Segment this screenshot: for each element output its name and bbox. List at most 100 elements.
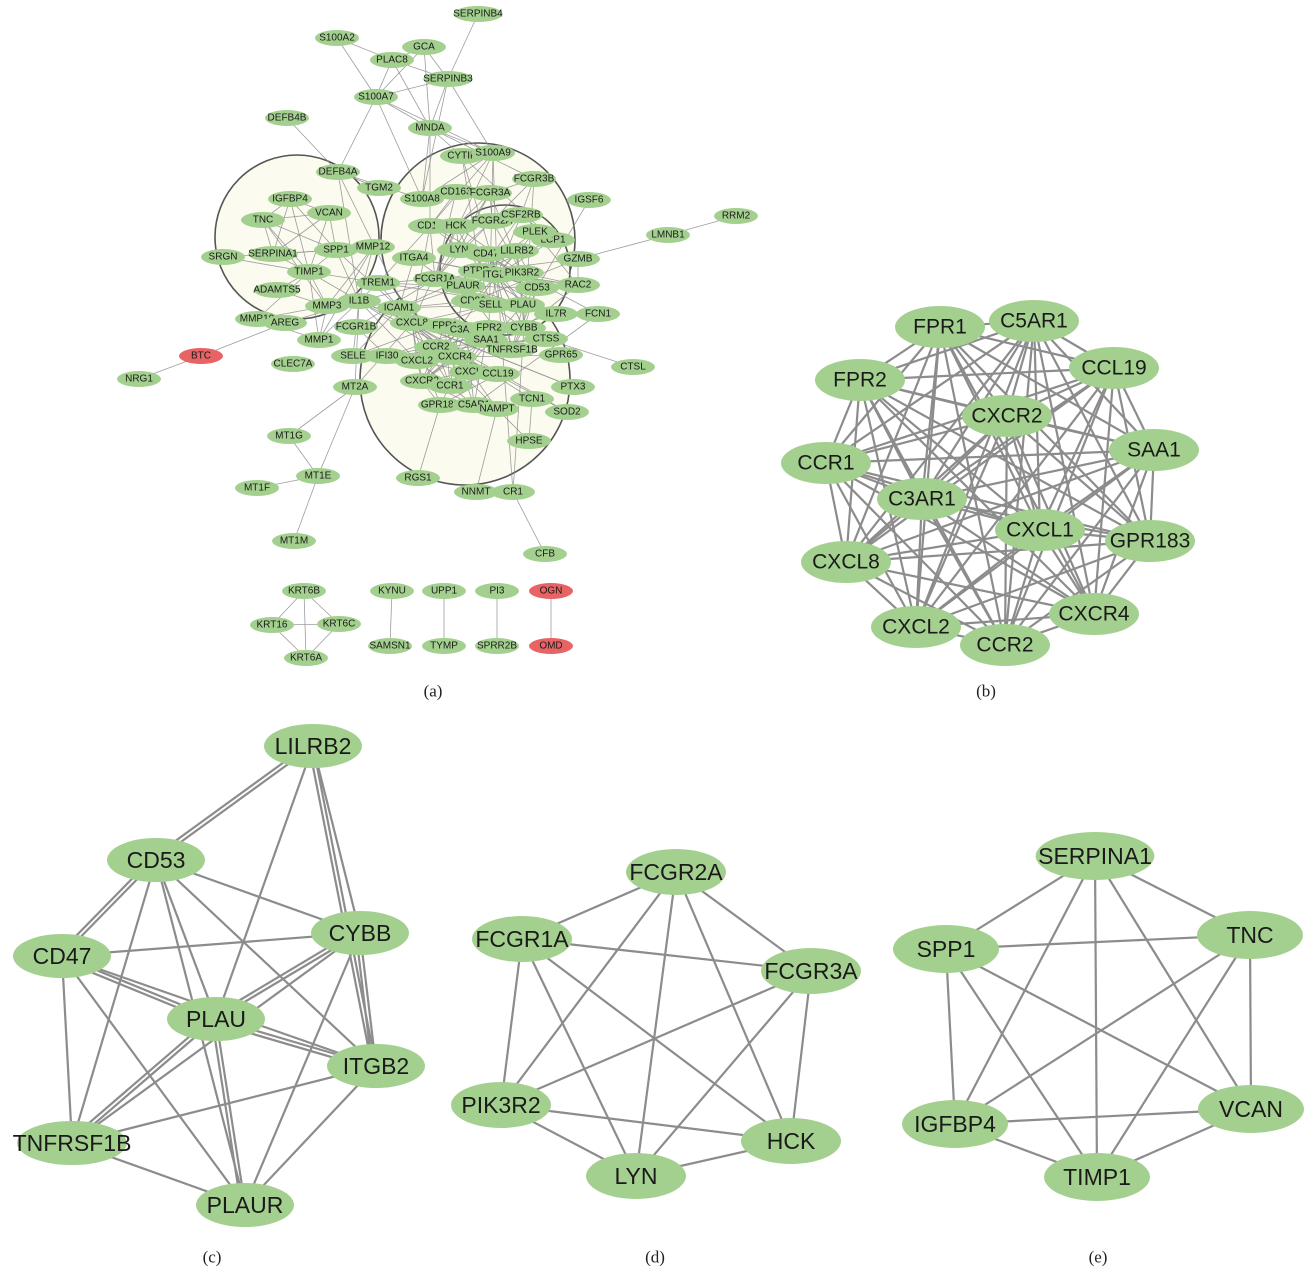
edge-fcgr2a-lyn xyxy=(634,871,678,1177)
edge-tnc-igfbp4 xyxy=(954,934,1251,1125)
node-label-krt6b: KRT6B xyxy=(288,586,320,597)
node-timp1: TIMP1 xyxy=(1044,1153,1150,1201)
node-label-pi3: PI3 xyxy=(489,586,504,597)
node-plac8: PLAC8 xyxy=(370,52,414,68)
node-label-hpse: HPSE xyxy=(515,436,543,447)
node-label-cybb: CYBB xyxy=(329,920,392,946)
node-label-hck: HCK xyxy=(445,221,466,232)
node-gca: GCA xyxy=(402,39,446,55)
edge-plac8-mnda xyxy=(391,59,431,129)
node-serpina1: SERPINA1 xyxy=(1035,832,1155,880)
edge-cd163-fcgr1a xyxy=(434,191,457,280)
node-ellipse-pik3r2 xyxy=(500,265,544,281)
node-label-igfbp4: IGFBP4 xyxy=(272,194,308,205)
node-ellipse-hck xyxy=(741,1118,841,1164)
node-ellipse-cxcr2 xyxy=(962,395,1052,437)
node-label-tnc: TNC xyxy=(253,215,274,226)
node-label-pik3r2: PIK3R2 xyxy=(505,268,540,279)
node-ellipse-tnfrsf1b xyxy=(17,1121,127,1165)
node-mt2a: MT2A xyxy=(333,379,377,395)
node-label-gca: GCA xyxy=(413,42,435,53)
node-cfb: CFB xyxy=(523,546,567,562)
node-label-c3ar1: C3AR1 xyxy=(450,325,483,336)
node-trem1: TREM1 xyxy=(356,275,400,291)
node-tnfrsf1b: TNFRSF1B xyxy=(486,342,538,358)
node-label-fcgr1a: FCGR1A xyxy=(415,274,456,285)
node-ellipse-ccl19 xyxy=(1069,347,1159,389)
node-ellipse-srgn xyxy=(201,249,245,265)
node-ellipse-sell xyxy=(469,297,513,313)
node-ellipse-itgb2 xyxy=(327,1044,425,1088)
node-label-ccr2: CCR2 xyxy=(422,342,450,353)
edge-serpinb3-s100a9 xyxy=(447,78,494,154)
edge-spp1-vcan xyxy=(945,948,1252,1110)
node-label-krt6c: KRT6C xyxy=(323,619,356,630)
node-ellipse-lilrb2 xyxy=(264,724,362,768)
node-ellipse-fpr2 xyxy=(467,320,511,336)
edge-fpr1-gpr183 xyxy=(939,326,1151,542)
node-label-ccl19: CCL19 xyxy=(482,369,514,380)
node-cd53: CD53 xyxy=(515,280,559,296)
node-serpinb4: SERPINB4 xyxy=(453,6,503,22)
node-label-timp1: TIMP1 xyxy=(294,267,324,278)
edge-il1b-cxcl2 xyxy=(358,300,418,362)
node-tcn1: TCN1 xyxy=(510,391,554,407)
node-gpr183: GPR183 xyxy=(1105,520,1195,562)
node-cxcl2: CXCL2 xyxy=(871,606,961,648)
edge-ccr1-cxcr4 xyxy=(825,462,1095,615)
node-ellipse-plaur xyxy=(441,278,485,294)
node-label-itgb2: ITGB2 xyxy=(343,1053,409,1079)
node-label-plaur: PLAUR xyxy=(446,281,479,292)
node-ellipse-s100a7 xyxy=(354,89,398,105)
node-ellipse-icam1 xyxy=(377,300,421,316)
node-label-mt1e: MT1E xyxy=(305,471,332,482)
caption-e: (e) xyxy=(1089,1248,1108,1267)
node-igfbp4: IGFBP4 xyxy=(268,191,312,207)
node-defb4b: DEFB4B xyxy=(265,110,309,126)
node-label-fpr1: FPR1 xyxy=(432,321,458,332)
node-label-fcn1: FCN1 xyxy=(585,309,612,320)
node-label-vcan: VCAN xyxy=(315,208,343,219)
node-ellipse-pi3 xyxy=(475,583,519,599)
node-ellipse-igsf6 xyxy=(567,192,611,208)
node-ellipse-sele xyxy=(331,348,375,364)
node-nrg1: NRG1 xyxy=(117,371,161,387)
edge-tnc-vcan xyxy=(1248,934,1253,1110)
node-label-cxcl2: CXCL2 xyxy=(882,616,950,639)
node-ellipse-igfbp4 xyxy=(902,1100,1008,1148)
node-cxcr4: CXCR4 xyxy=(1049,593,1139,635)
node-ellipse-adamts5 xyxy=(253,282,301,298)
node-ellipse-ctss xyxy=(524,331,568,347)
node-cxcr2: CXCR2 xyxy=(962,395,1052,437)
node-cxcl8: CXCL8 xyxy=(801,541,891,583)
node-tnc: TNC xyxy=(1197,911,1303,959)
edge-mmp12-il1b xyxy=(358,246,374,302)
node-cd163: CD163 xyxy=(434,184,478,200)
edge-fcgr3a-hck xyxy=(789,970,813,1142)
node-label-ccl19: CCL19 xyxy=(1081,357,1146,380)
node-s100a7: S100A7 xyxy=(354,89,398,105)
edge-fcgr2a-hck xyxy=(674,871,793,1142)
node-ellipse-timp1 xyxy=(287,264,331,280)
node-krt6c: KRT6C xyxy=(317,616,361,632)
node-label-krt16: KRT16 xyxy=(257,620,288,631)
node-label-sprr2b: SPRR2B xyxy=(477,641,517,652)
caption-a: (a) xyxy=(424,682,443,701)
edge-serpina1-vcan xyxy=(1094,855,1252,1110)
edge-serpinb3-mnda xyxy=(429,78,449,129)
edge-mmp12-mmp3 xyxy=(326,246,374,307)
node-ccr2: CCR2 xyxy=(960,624,1050,666)
node-ellipse-timp1 xyxy=(1044,1153,1150,1201)
edge-cybb-itgb2 xyxy=(358,932,378,1067)
node-label-s100a7: S100A7 xyxy=(358,92,394,103)
node-ellipse-cd47 xyxy=(13,934,111,978)
node-label-lcp1: LCP1 xyxy=(540,235,565,246)
node-ellipse-il7r xyxy=(534,306,578,322)
node-ellipse-fcgr3a xyxy=(761,948,861,994)
node-plaur: PLAUR xyxy=(196,1183,294,1227)
node-label-serpina1: SERPINA1 xyxy=(248,249,298,260)
node-label-nampt: NAMPT xyxy=(480,404,515,415)
node-sele: SELE xyxy=(331,348,375,364)
node-label-nnmt: NNMT xyxy=(462,487,491,498)
node-ptx3: PTX3 xyxy=(551,379,595,395)
